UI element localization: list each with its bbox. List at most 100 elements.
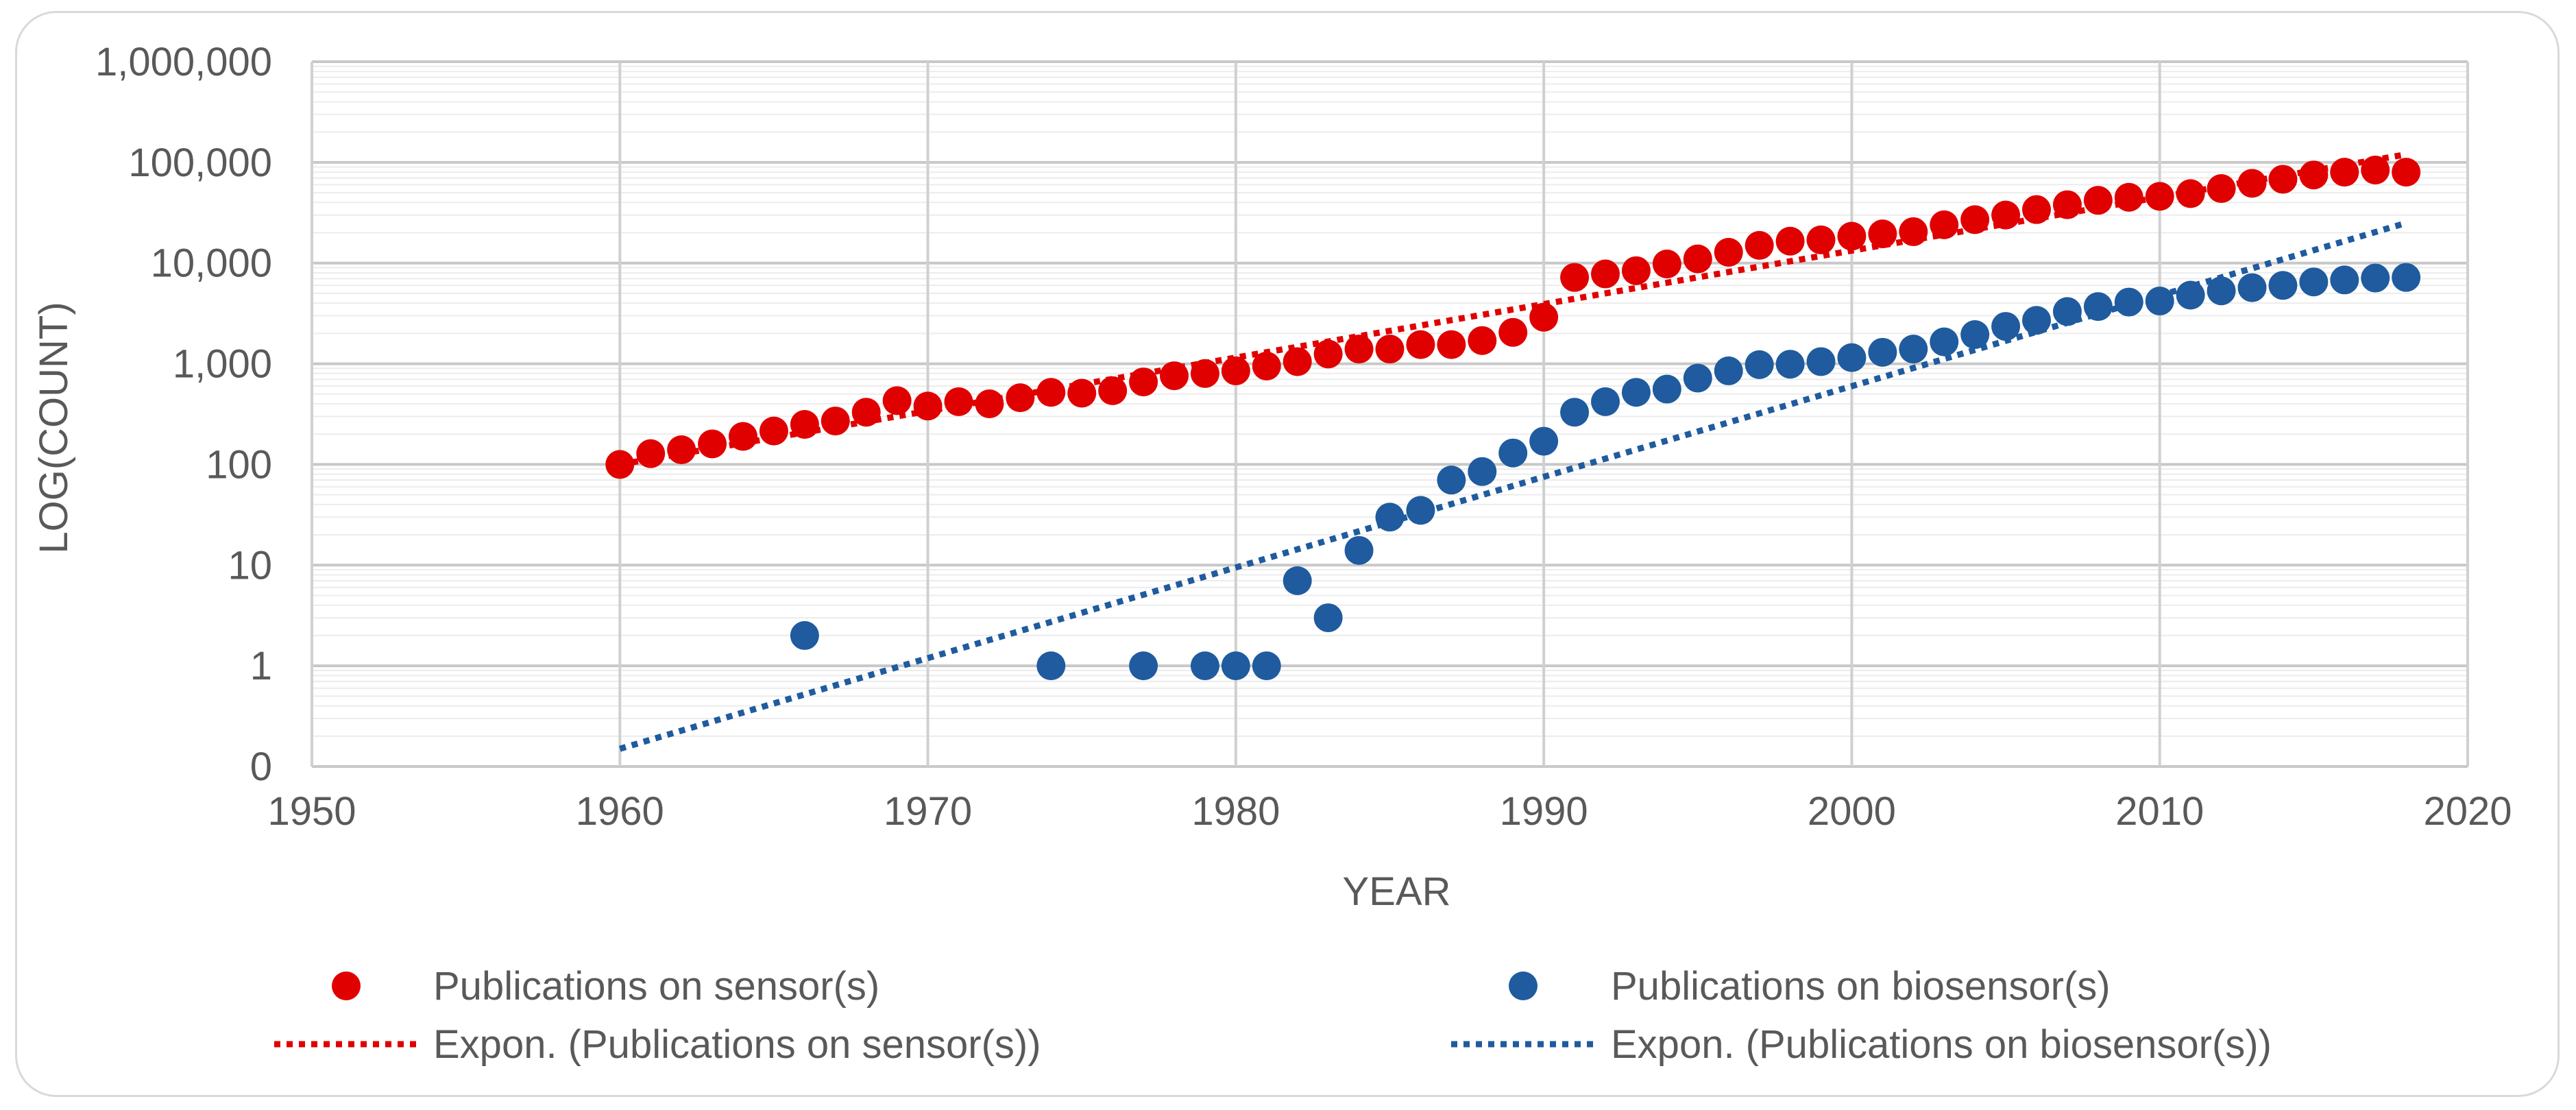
data-point — [1252, 651, 1281, 681]
data-point — [1683, 244, 1712, 274]
data-point — [1899, 335, 1928, 364]
trendline — [619, 219, 2407, 752]
legend-marker — [1509, 972, 1538, 1000]
data-point — [2299, 160, 2329, 190]
data-point — [1221, 356, 1250, 385]
data-point — [1375, 503, 1405, 532]
data-point — [1837, 221, 1867, 251]
data-point — [913, 391, 943, 421]
data-point — [882, 386, 912, 415]
data-point — [1991, 200, 2021, 230]
data-point — [1991, 312, 2021, 341]
data-point — [1406, 330, 1435, 359]
data-point — [2237, 169, 2267, 198]
data-point — [1252, 351, 1281, 381]
data-point — [1036, 651, 1066, 681]
data-point — [1006, 383, 1035, 413]
data-point — [2145, 182, 2174, 211]
data-point — [1775, 226, 1805, 256]
data-point — [667, 435, 696, 464]
data-point — [2083, 292, 2113, 322]
y-axis-ticks: 0 1 10 100 1,000 10,000 100,000 1,000,000 — [95, 40, 272, 789]
data-point — [2114, 287, 2143, 317]
y-tick-label: 10 — [228, 543, 272, 588]
gridlines — [311, 60, 2469, 768]
data-point — [790, 620, 819, 650]
data-point — [1283, 347, 1312, 376]
legend-label: Publications on biosensor(s) — [1611, 964, 2111, 1009]
data-point — [1468, 326, 1497, 355]
data-point — [1745, 230, 1774, 260]
data-point — [2052, 190, 2082, 219]
data-point — [1652, 250, 1681, 279]
data-point — [1591, 387, 1620, 416]
data-point — [1067, 378, 1097, 408]
data-point — [2083, 186, 2113, 215]
data-point — [1283, 566, 1312, 596]
data-point — [975, 389, 1004, 419]
data-point — [1683, 363, 1712, 393]
y-tick-label: 1 — [250, 644, 272, 688]
data-point — [1313, 603, 1343, 633]
data-point — [1714, 356, 1743, 385]
data-point — [851, 398, 881, 427]
x-tick-label: 1980 — [1191, 789, 1280, 834]
x-tick-label: 1990 — [1500, 789, 1588, 834]
legend-item-series: Publications on biosensor(s) — [1509, 964, 2111, 1009]
y-tick-label: 10,000 — [151, 241, 272, 286]
data-point — [1960, 205, 1990, 234]
data-point — [2268, 271, 2298, 300]
x-tick-label: 2000 — [1808, 789, 1896, 834]
x-tick-label: 2020 — [2423, 789, 2512, 834]
data-point — [1652, 374, 1681, 404]
data-point — [759, 416, 788, 446]
data-point — [698, 429, 727, 459]
data-point — [1529, 302, 1559, 332]
data-point — [790, 409, 819, 439]
data-point — [1591, 259, 1620, 289]
data-point — [1190, 359, 1219, 388]
legend-label: Expon. (Publications on sensor(s)) — [433, 1022, 1041, 1067]
data-point — [2052, 297, 2082, 326]
data-point — [2022, 306, 2051, 335]
data-point — [1344, 335, 1374, 364]
data-point — [1775, 350, 1805, 379]
x-tick-label: 2010 — [2115, 789, 2204, 834]
data-point — [2114, 182, 2143, 212]
data-point — [1899, 217, 1928, 246]
data-point — [2176, 280, 2205, 310]
legend-item-trendline: Expon. (Publications on sensor(s)) — [274, 1022, 1041, 1067]
data-point — [1160, 361, 1189, 391]
data-point — [2176, 179, 2205, 208]
data-point — [1313, 339, 1343, 369]
data-points — [605, 155, 2421, 681]
data-point — [636, 439, 666, 468]
x-tick-label: 1960 — [576, 789, 664, 834]
data-point — [1375, 335, 1405, 364]
data-point — [1745, 350, 1774, 379]
data-point — [2361, 155, 2390, 184]
data-point — [944, 387, 973, 416]
data-point — [2207, 173, 2236, 203]
data-point — [1437, 466, 1466, 495]
y-tick-label: 0 — [250, 745, 272, 789]
data-point — [1468, 457, 1497, 486]
data-point — [1837, 343, 1867, 372]
y-axis-title: LOG(COUNT) — [32, 302, 76, 553]
legend-label: Publications on sensor(s) — [433, 964, 879, 1009]
data-point — [1129, 651, 1158, 681]
data-point — [729, 422, 757, 451]
data-point — [1221, 651, 1250, 681]
legend: Publications on sensor(s) Publications on… — [274, 964, 2272, 1067]
data-point — [1621, 378, 1651, 407]
data-point — [1098, 376, 1128, 405]
data-point — [1621, 256, 1651, 285]
data-point — [1806, 225, 1836, 254]
data-point — [2330, 265, 2359, 295]
data-point — [2207, 276, 2236, 306]
x-axis-ticks: 1950 1960 1970 1980 1990 2000 2010 2020 — [267, 789, 2512, 834]
data-point — [2361, 263, 2390, 293]
data-point — [1560, 398, 1590, 427]
data-point — [2145, 287, 2174, 316]
